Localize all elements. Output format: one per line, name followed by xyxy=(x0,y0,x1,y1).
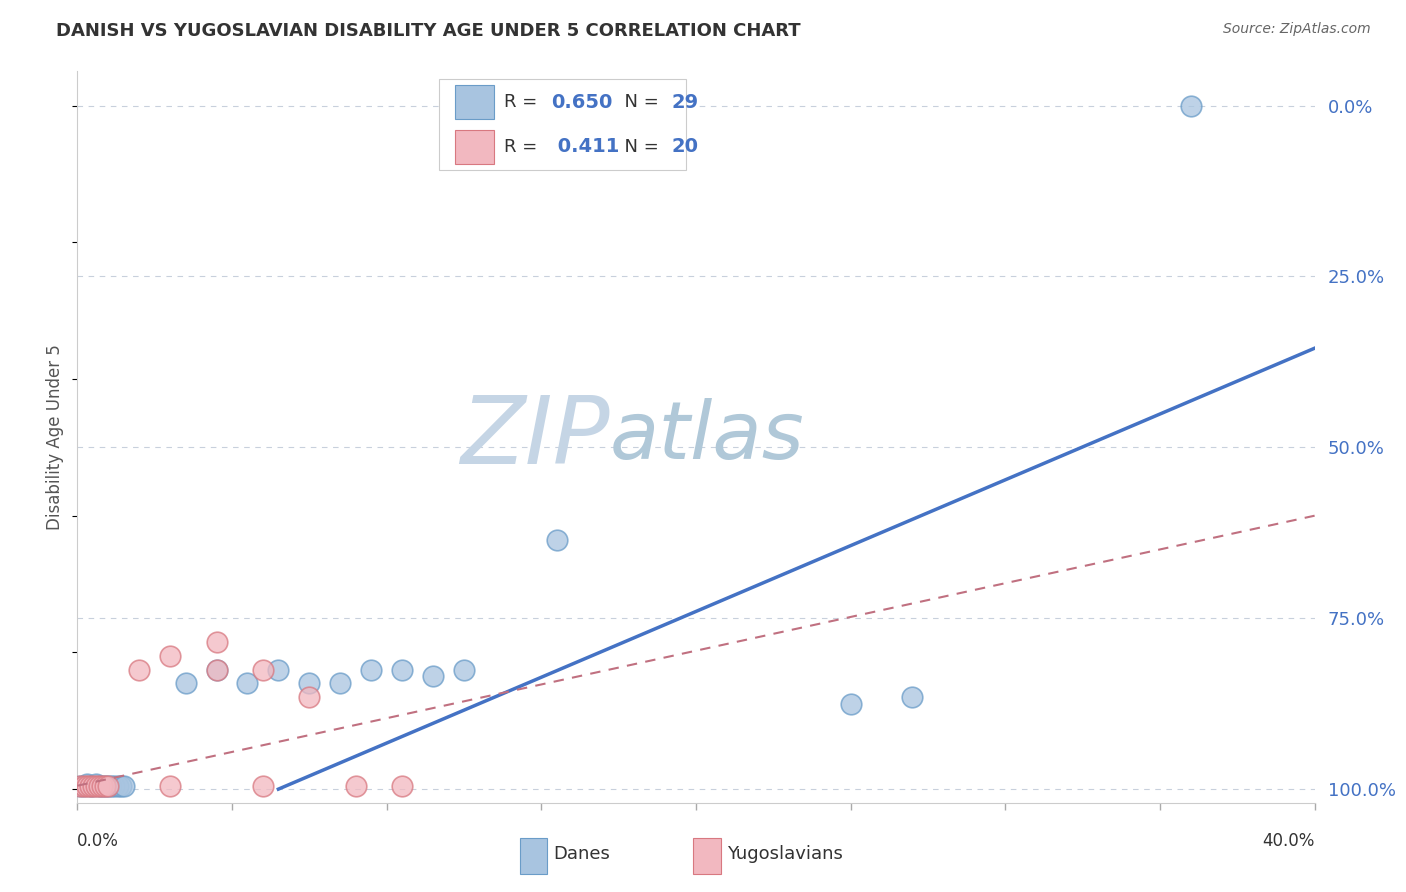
Point xyxy=(69,779,91,793)
Point xyxy=(159,648,181,663)
Point xyxy=(344,779,367,793)
Text: 0.0%: 0.0% xyxy=(77,832,120,850)
Point xyxy=(422,669,444,683)
Point xyxy=(329,676,352,690)
Text: Danes: Danes xyxy=(554,845,610,863)
Point xyxy=(391,779,413,793)
FancyBboxPatch shape xyxy=(520,838,547,874)
FancyBboxPatch shape xyxy=(439,78,686,170)
Point xyxy=(901,690,924,704)
Point xyxy=(72,779,94,793)
Text: 0.650: 0.650 xyxy=(551,93,613,112)
Point xyxy=(84,777,107,791)
Text: 0.411: 0.411 xyxy=(551,137,620,156)
Text: Source: ZipAtlas.com: Source: ZipAtlas.com xyxy=(1223,22,1371,37)
Point xyxy=(391,663,413,677)
Text: R =: R = xyxy=(505,93,543,112)
Point xyxy=(546,533,568,547)
FancyBboxPatch shape xyxy=(693,838,721,874)
Text: N =: N = xyxy=(613,93,665,112)
Point xyxy=(97,779,120,793)
Point xyxy=(91,779,114,793)
Point xyxy=(79,779,101,793)
Point xyxy=(453,663,475,677)
Point xyxy=(72,779,94,793)
Point xyxy=(205,663,228,677)
Point xyxy=(84,779,107,793)
Point xyxy=(360,663,382,677)
Point xyxy=(298,690,321,704)
Point xyxy=(82,779,104,793)
Point xyxy=(97,779,120,793)
Point xyxy=(107,779,129,793)
Point xyxy=(236,676,259,690)
Text: atlas: atlas xyxy=(609,398,804,476)
Text: ZIP: ZIP xyxy=(460,392,609,483)
Point xyxy=(76,777,98,791)
Point xyxy=(69,779,91,793)
Point xyxy=(1180,98,1202,112)
Point xyxy=(112,779,135,793)
Point xyxy=(110,779,132,793)
Y-axis label: Disability Age Under 5: Disability Age Under 5 xyxy=(46,344,65,530)
Point xyxy=(128,663,150,677)
Point xyxy=(298,676,321,690)
Text: DANISH VS YUGOSLAVIAN DISABILITY AGE UNDER 5 CORRELATION CHART: DANISH VS YUGOSLAVIAN DISABILITY AGE UND… xyxy=(56,22,801,40)
Point xyxy=(103,779,125,793)
Point xyxy=(267,663,290,677)
Point xyxy=(79,779,101,793)
Point xyxy=(205,635,228,649)
Text: 40.0%: 40.0% xyxy=(1263,832,1315,850)
Point xyxy=(94,779,117,793)
Point xyxy=(91,779,114,793)
Point xyxy=(82,779,104,793)
FancyBboxPatch shape xyxy=(454,130,495,163)
Point xyxy=(94,779,117,793)
Text: Yugoslavians: Yugoslavians xyxy=(727,845,842,863)
Point xyxy=(252,663,274,677)
Point xyxy=(205,663,228,677)
Text: R =: R = xyxy=(505,137,543,156)
Point xyxy=(159,779,181,793)
FancyBboxPatch shape xyxy=(454,86,495,119)
Text: 29: 29 xyxy=(671,93,699,112)
Point xyxy=(839,697,862,711)
Point xyxy=(100,779,122,793)
Text: N =: N = xyxy=(613,137,665,156)
Point xyxy=(87,779,110,793)
Point xyxy=(174,676,197,690)
Point xyxy=(252,779,274,793)
Text: 20: 20 xyxy=(671,137,699,156)
Point xyxy=(87,779,110,793)
Point xyxy=(76,779,98,793)
